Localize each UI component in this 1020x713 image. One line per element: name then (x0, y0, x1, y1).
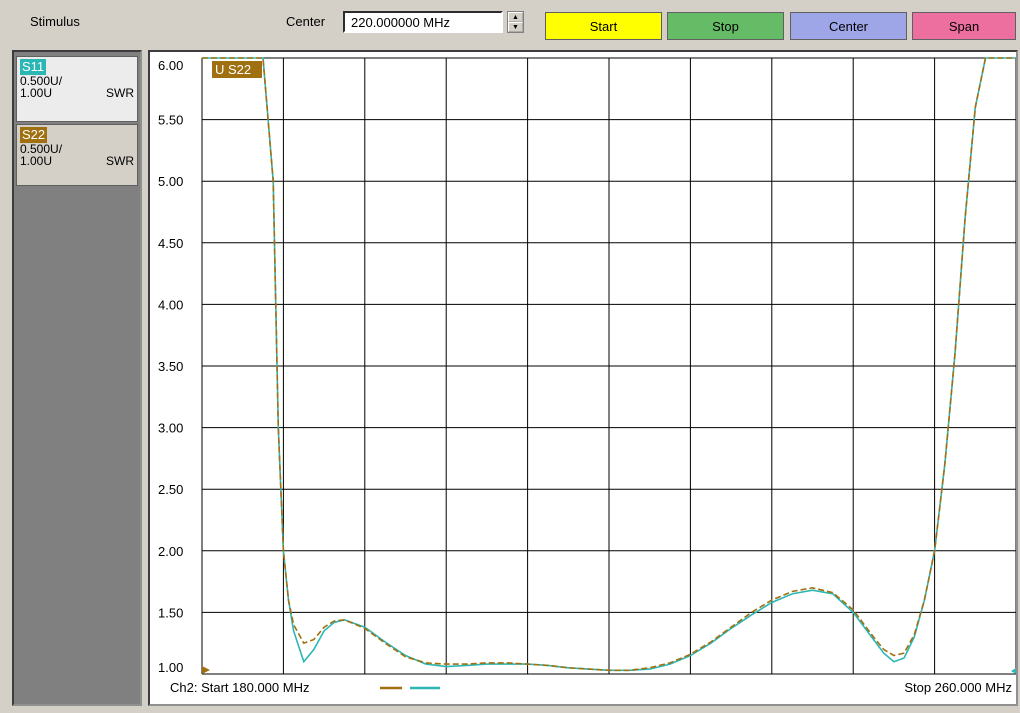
y-tick-label: 5.50 (158, 113, 183, 128)
y-tick-label: 2.00 (158, 544, 183, 559)
trace-name-s11: S11 (20, 59, 47, 75)
center-spinner[interactable]: ▲ ▼ (507, 11, 524, 33)
trace-scale-s11: 0.500U/ (20, 74, 63, 88)
start-marker-icon (202, 666, 210, 674)
trace-format-s22: SWR (106, 154, 134, 168)
trace-list-panel: S11 0.500U/ 1.00U SWR S22 0.500U/ 1.00U … (12, 50, 142, 706)
y-tick-label: 3.00 (158, 421, 183, 436)
trace-scale-s22: 0.500U/ (20, 142, 63, 156)
trace-item-s22[interactable]: S22 0.500U/ 1.00U SWR (16, 124, 138, 186)
trace-ref-s22: 1.00U (20, 154, 53, 168)
y-tick-label: 4.00 (158, 297, 183, 312)
plot-area[interactable]: 6.00 5.50 5.00 4.50 4.00 3.50 3.00 2.50 2.00 1.50… (148, 50, 1018, 706)
footer-stop-label: Stop 260.000 MHz (904, 680, 1012, 695)
trace-name-s22: S22 (20, 127, 48, 143)
active-trace-tag (212, 61, 262, 78)
spin-down-icon[interactable]: ▼ (508, 22, 523, 32)
center-frequency-input[interactable] (343, 11, 503, 33)
y-tick-label: 1.50 (158, 605, 183, 620)
y-tick-label: 5.00 (158, 174, 183, 189)
y-tick-label: 2.50 (158, 482, 183, 497)
trace-format-s11: SWR (106, 86, 134, 100)
center-label: Center (286, 14, 326, 29)
y-tick-label: 1.00 (158, 660, 183, 675)
center-button[interactable]: Center (790, 12, 907, 40)
span-button[interactable]: Span (912, 12, 1016, 40)
spin-up-icon[interactable]: ▲ (508, 12, 523, 22)
stop-marker-icon (1011, 668, 1016, 674)
stimulus-toolbar: Stimulus Center ▲ ▼ Start Stop Center Sp… (0, 0, 1020, 44)
stimulus-label: Stimulus (30, 13, 80, 29)
trace-item-s11[interactable]: S11 0.500U/ 1.00U SWR (16, 56, 138, 122)
swr-chart: 6.00 5.50 5.00 4.50 4.00 3.50 3.00 2.50 2.00 1.50… (158, 57, 1016, 695)
trace-line-s11 (202, 57, 1016, 672)
active-trace-label: U S22 (215, 62, 251, 77)
trace-line-s22 (202, 57, 1016, 672)
trace-ref-s11: 1.00U (20, 86, 53, 100)
start-button[interactable]: Start (545, 12, 662, 40)
stop-button[interactable]: Stop (667, 12, 784, 40)
y-tick-label: 4.50 (158, 236, 183, 251)
footer-start-label: Ch2: Start 180.000 MHz (170, 680, 309, 695)
y-tick-label: 6.00 (158, 58, 183, 73)
y-tick-label: 3.50 (158, 359, 183, 374)
